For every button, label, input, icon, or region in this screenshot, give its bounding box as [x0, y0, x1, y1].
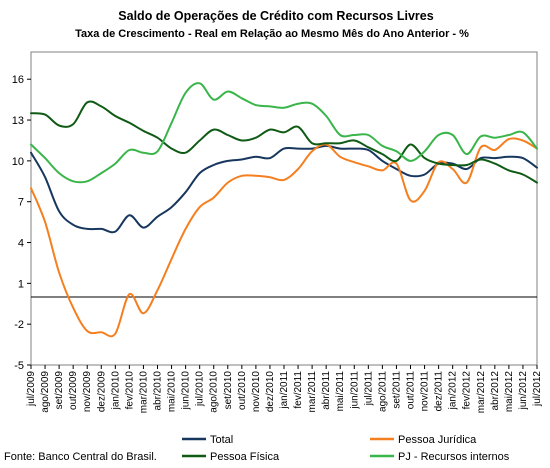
x-tick-label: abr/2010: [153, 371, 164, 411]
y-tick-label: -5: [14, 360, 24, 372]
plot-frame: [30, 51, 538, 366]
x-tick-label: ago/2009: [40, 371, 51, 413]
legend-label: Pessoa Física: [210, 451, 280, 463]
series-line-4: [30, 82, 538, 184]
x-tick-label: mai/2012: [504, 371, 515, 413]
x-tick-label: jun/2011: [349, 371, 360, 410]
x-tick-label: mar/2010: [138, 371, 149, 414]
x-tick-label: jul/2009: [26, 371, 37, 407]
legend-label: Total: [210, 434, 233, 446]
legend-label: PJ - Recursos internos: [398, 451, 510, 463]
y-tick-label: 4: [18, 238, 24, 250]
series-line-3: [30, 100, 538, 184]
x-tick-label: fev/2011: [293, 371, 304, 409]
x-tick-label: out/2009: [68, 371, 79, 410]
x-tick-label: set/2009: [54, 371, 65, 410]
x-tick-label: jul/2010: [195, 371, 206, 407]
x-tick-label: dez/2009: [96, 371, 107, 413]
chart-title: Saldo de Operações de Crédito com Recurs…: [118, 9, 433, 23]
y-tick-label: 1: [18, 278, 24, 290]
x-tick-label: ago/2010: [209, 371, 220, 413]
y-tick-label: 13: [12, 115, 24, 127]
y-tick-label: -2: [14, 319, 24, 331]
x-tick-label: abr/2012: [490, 371, 501, 411]
series-line-2: [30, 137, 538, 338]
x-tick-label: nov/2010: [251, 371, 262, 413]
x-tick-label: jun/2010: [181, 371, 192, 411]
series-line-1: [30, 144, 538, 234]
chart-subtitle: Taxa de Crescimento - Real em Relação ao…: [75, 28, 469, 40]
x-tick-label: out/2011: [406, 371, 417, 410]
x-tick-label: jul/2012: [532, 371, 543, 407]
legend-label: Pessoa Jurídica: [398, 434, 477, 446]
x-tick-label: dez/2011: [434, 371, 445, 412]
x-tick-label: dez/2010: [265, 371, 276, 413]
x-tick-label: mai/2011: [335, 371, 346, 412]
x-tick-label: jan/2010: [110, 371, 121, 411]
x-tick-label: set/2011: [391, 371, 402, 409]
x-tick-label: fev/2012: [462, 371, 473, 410]
x-tick-label: nov/2011: [420, 371, 431, 412]
y-tick-label: 7: [18, 197, 24, 209]
x-tick-label: ago/2011: [377, 371, 388, 412]
y-tick-label: 10: [12, 156, 24, 168]
x-tick-label: jun/2012: [518, 371, 529, 411]
x-tick-label: jan/2012: [448, 371, 459, 411]
x-tick-label: mar/2011: [307, 371, 318, 413]
x-tick-label: set/2010: [223, 371, 234, 410]
x-tick-label: out/2010: [237, 371, 248, 410]
source-note: Fonte: Banco Central do Brasil.: [4, 451, 157, 463]
x-tick-label: fev/2010: [124, 371, 135, 410]
x-tick-label: abr/2011: [321, 371, 332, 410]
x-tick-label: mar/2012: [476, 371, 487, 414]
x-tick-label: jan/2011: [279, 371, 290, 410]
y-tick-label: 16: [12, 74, 24, 86]
x-tick-label: mai/2010: [167, 371, 178, 413]
x-tick-label: jul/2011: [363, 371, 374, 407]
x-tick-label: nov/2009: [82, 371, 93, 413]
